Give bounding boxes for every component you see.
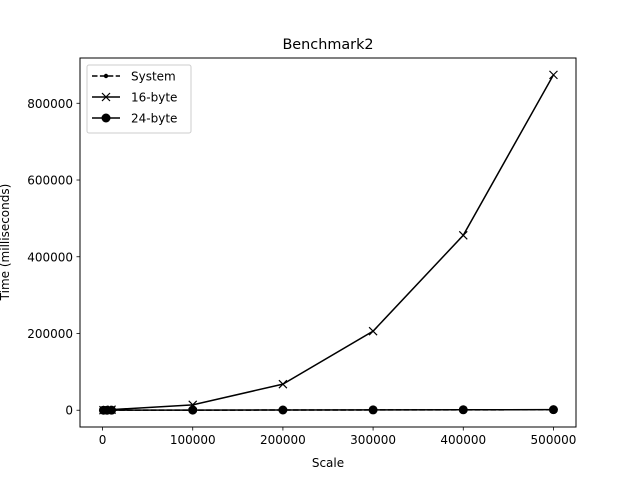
legend-item-16-byte: 16-byte xyxy=(92,91,177,105)
legend-marker xyxy=(103,73,109,79)
legend-marker xyxy=(101,92,111,102)
plot-markers xyxy=(98,70,558,415)
x-axis-label: Scale xyxy=(312,456,344,470)
data-point-24-byte xyxy=(548,405,558,415)
series-line-24-byte xyxy=(103,408,554,411)
plot-area-frame xyxy=(79,57,577,428)
y-tick-label: 600000 xyxy=(27,174,73,188)
data-point-24-byte xyxy=(368,405,378,415)
x-tick-label: 300000 xyxy=(350,433,396,447)
data-point-16-byte xyxy=(368,326,378,336)
y-tick-label: 200000 xyxy=(27,327,73,341)
y-tick-label: 400000 xyxy=(27,250,73,264)
y-tick-label: 0 xyxy=(65,404,73,418)
legend-label: System xyxy=(131,70,176,84)
legend-marker xyxy=(101,113,111,123)
data-point-24-byte xyxy=(188,405,198,415)
x-tick-label: 400000 xyxy=(440,433,486,447)
data-point-16-byte xyxy=(458,230,468,240)
data-point-24-byte xyxy=(278,405,288,415)
legend-label: 24-byte xyxy=(131,112,177,126)
data-point-24-byte xyxy=(458,405,468,415)
y-axis-label: Time (milliseconds) xyxy=(0,184,12,302)
legend-item-system: System xyxy=(92,70,176,84)
legend-label: 16-byte xyxy=(131,91,177,105)
y-tick-label: 800000 xyxy=(27,97,73,111)
legend-item-24-byte: 24-byte xyxy=(92,112,177,126)
y-axis: 0 200000 400000 600000 800000 xyxy=(27,97,80,418)
x-tick-label: 100000 xyxy=(170,433,216,447)
data-point-24-byte xyxy=(107,405,117,415)
data-point-16-byte xyxy=(278,379,288,389)
chart-title: Benchmark2 xyxy=(282,37,373,53)
x-axis: 0 100000 200000 300000 400000 500000 xyxy=(99,427,577,447)
x-tick-label: 200000 xyxy=(260,433,306,447)
legend-frame xyxy=(86,64,192,134)
data-point-16-byte xyxy=(549,70,558,80)
legend: System 16-byte 24-byte xyxy=(86,64,192,134)
x-tick-label: 0 xyxy=(99,433,107,447)
x-tick-label: 500000 xyxy=(531,433,577,447)
